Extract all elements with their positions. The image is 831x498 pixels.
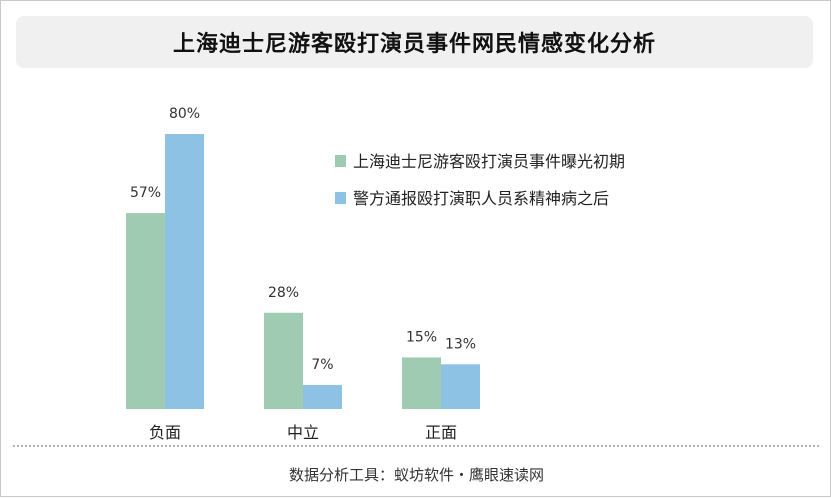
data-label-2-2: 7% <box>311 357 333 373</box>
data-label-1-2: 28% <box>268 285 299 301</box>
data-label-1-1: 57% <box>130 185 161 201</box>
legend-swatch-1 <box>335 155 346 167</box>
bar-2-1 <box>165 134 204 409</box>
bar-1-2 <box>264 312 303 409</box>
legend-label-1: 上海迪士尼游客殴打演员事件曝光初期 <box>353 152 625 171</box>
data-label-2-1: 80% <box>169 106 200 122</box>
category-label-1: 负面 <box>149 423 181 442</box>
footer-credit: 数据分析工具：蚁坊软件・鹰眼速读网 <box>288 465 544 484</box>
data-label-1-3: 15% <box>406 329 437 345</box>
bar-1-3 <box>402 357 441 409</box>
category-label-2: 中立 <box>287 423 319 442</box>
category-label-3: 正面 <box>425 423 457 442</box>
title-bar: 上海迪士尼游客殴打演员事件网民情感变化分析 <box>16 16 813 68</box>
chart-title: 上海迪士尼游客殴打演员事件网民情感变化分析 <box>172 32 656 57</box>
bar-1-1 <box>126 213 165 409</box>
bar-2-3 <box>441 364 480 409</box>
data-label-2-3: 13% <box>445 336 476 352</box>
legend-label-2: 警方通报殴打演职人员系精神病之后 <box>353 189 609 208</box>
legend-swatch-2 <box>335 192 346 204</box>
bar-2-2 <box>303 384 342 409</box>
